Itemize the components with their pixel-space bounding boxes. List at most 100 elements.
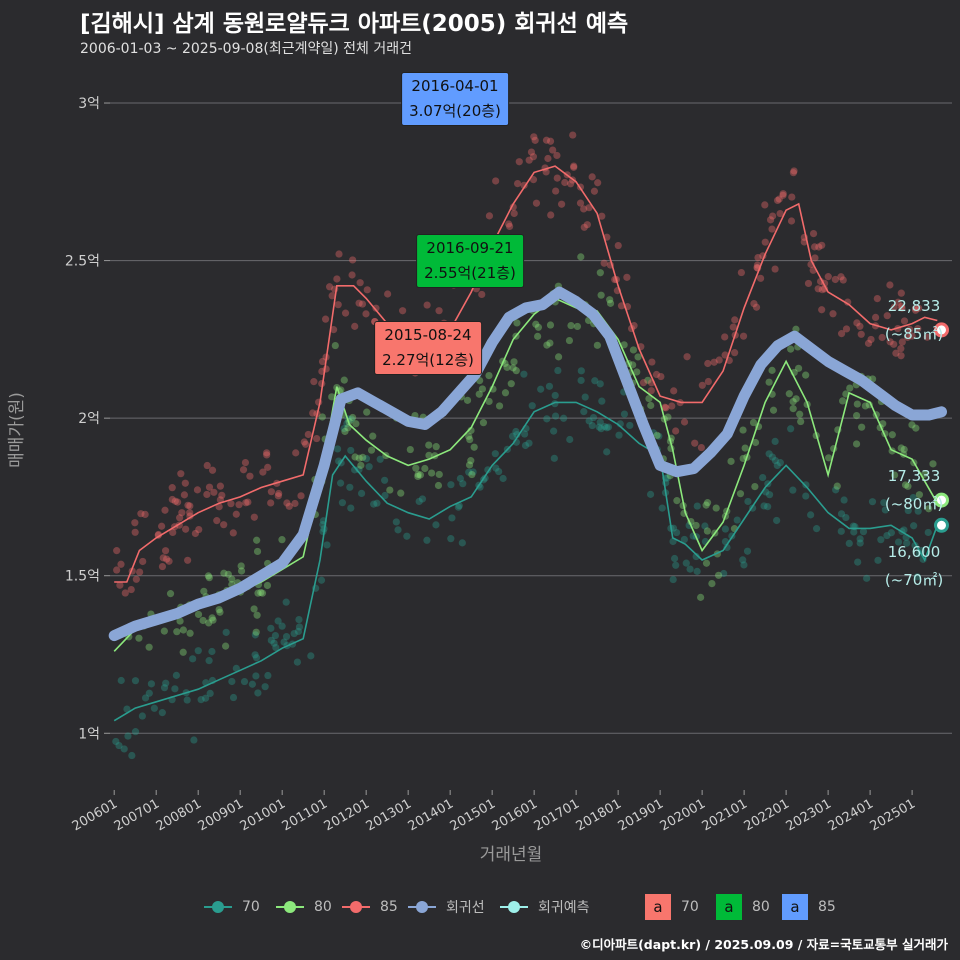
scatter-point-70 [768, 453, 777, 461]
scatter-point-70 [551, 391, 559, 400]
scatter-point-85 [283, 499, 291, 507]
scatter-point-70 [131, 728, 140, 736]
scatter-point-80 [852, 440, 861, 448]
scatter-point-70 [760, 502, 768, 510]
scatter-point-80 [512, 367, 520, 375]
scatter-point-80 [331, 341, 339, 350]
scatter-point-80 [915, 491, 924, 499]
legend-box-85[interactable]: a 85 [782, 892, 836, 922]
scatter-point-70 [580, 408, 588, 416]
scatter-point-80 [741, 444, 749, 452]
legend-item-80[interactable]: 80 [276, 892, 332, 922]
scatter-point-80 [546, 339, 554, 347]
scatter-point-80 [853, 400, 861, 408]
legend-box-80[interactable]: a 80 [716, 892, 770, 922]
scatter-point-85 [325, 283, 334, 291]
x-tick-label: 202501 [868, 796, 918, 834]
scatter-point-70 [459, 480, 467, 488]
scatter-point-80 [253, 611, 261, 619]
scatter-point-70 [293, 658, 301, 666]
scatter-point-70 [351, 466, 359, 474]
scatter-point-80 [367, 446, 376, 454]
scatter-point-70 [655, 432, 663, 440]
scatter-point-80 [597, 291, 605, 299]
legend-item-70[interactable]: 70 [204, 892, 260, 922]
scatter-point-70 [868, 498, 877, 506]
scatter-point-80 [209, 616, 217, 624]
x-tick-label: 201501 [448, 796, 498, 834]
scatter-point-70 [646, 490, 655, 498]
scatter-point-80 [739, 426, 747, 434]
scatter-point-80 [644, 376, 652, 384]
scatter-point-70 [373, 499, 381, 507]
scatter-point-70 [240, 677, 249, 686]
scatter-point-70 [270, 639, 278, 647]
x-tick-label: 201601 [490, 796, 540, 834]
legend-item-regression[interactable]: 회귀선 [408, 892, 485, 922]
scatter-point-70 [229, 693, 238, 702]
legend: 70 80 85 회귀선 회귀예측 a 70 a 80 a 85 [0, 892, 960, 922]
scatter-point-85 [553, 151, 561, 160]
scatter-point-80 [629, 346, 638, 354]
scatter-point-85 [485, 212, 494, 220]
scatter-point-80 [252, 628, 260, 636]
scatter-point-70 [454, 503, 463, 511]
scatter-point-85 [335, 250, 343, 258]
scatter-point-70 [232, 664, 240, 672]
scatter-point-80 [355, 454, 363, 462]
scatter-point-85 [886, 281, 894, 289]
legend-label: 85 [380, 899, 398, 915]
scatter-point-80 [414, 470, 422, 479]
scatter-point-70 [658, 504, 666, 512]
scatter-point-70 [845, 539, 853, 548]
scatter-point-70 [840, 496, 848, 504]
scatter-point-70 [307, 652, 315, 660]
y-tick-label: 3억 [78, 96, 100, 112]
legend-box-70[interactable]: a 70 [645, 892, 699, 922]
scatter-point-80 [432, 443, 440, 451]
scatter-point-85 [561, 178, 569, 187]
scatter-point-85 [811, 243, 819, 251]
scatter-point-85 [657, 372, 665, 381]
scatter-point-85 [246, 472, 254, 480]
scatter-point-80 [215, 605, 223, 614]
scatter-point-70 [601, 422, 609, 431]
scatter-point-85 [131, 528, 139, 536]
scatter-point-80 [846, 384, 854, 392]
scatter-point-85 [753, 261, 762, 269]
scatter-point-85 [117, 560, 125, 568]
scatter-point-80 [425, 441, 433, 449]
scatter-point-85 [267, 488, 275, 496]
scatter-point-85 [691, 439, 699, 447]
scatter-point-70 [682, 559, 690, 567]
scatter-point-70 [274, 617, 282, 625]
scatter-point-80 [216, 608, 224, 616]
scatter-point-85 [423, 301, 431, 309]
scatter-point-85 [235, 501, 243, 509]
annotation-value: 3.07억(20층) [409, 102, 501, 120]
scatter-point-80 [751, 483, 759, 491]
scatter-point-85 [715, 356, 723, 364]
scatter-point-70 [773, 461, 781, 470]
scatter-point-70 [850, 528, 858, 536]
scatter-point-80 [692, 521, 700, 530]
scatter-point-85 [906, 325, 914, 333]
scatter-point-85 [818, 241, 826, 249]
scatter-point-85 [894, 298, 902, 306]
scatter-point-70 [294, 627, 303, 636]
scatter-point-70 [904, 506, 912, 515]
legend-item-forecast[interactable]: 회귀예측 [500, 892, 590, 922]
scatter-point-85 [576, 199, 585, 207]
scatter-point-70 [903, 539, 911, 547]
scatter-point-80 [220, 569, 228, 577]
scatter-point-70 [131, 677, 140, 685]
legend-label: 80 [314, 899, 332, 915]
scatter-point-80 [253, 536, 261, 544]
scatter-point-80 [702, 501, 710, 509]
legend-key-regression [408, 898, 436, 916]
scatter-point-80 [341, 427, 349, 436]
scatter-point-70 [915, 549, 923, 558]
scatter-point-70 [807, 511, 815, 519]
legend-item-85[interactable]: 85 [342, 892, 398, 922]
legend-label: 회귀선 [446, 900, 485, 916]
